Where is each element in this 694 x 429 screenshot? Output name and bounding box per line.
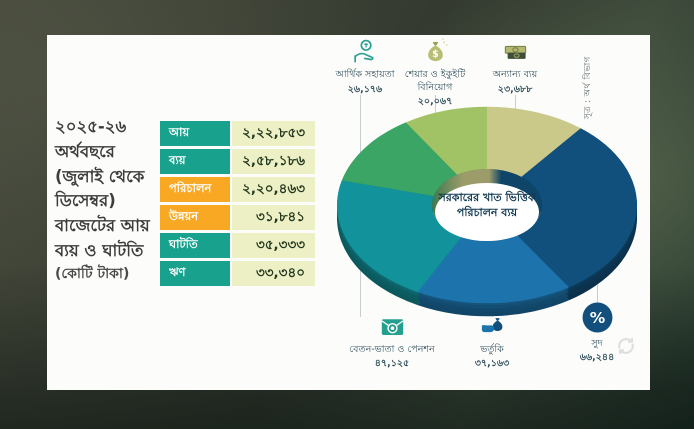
table-row: ব্যয় ২,৫৮,১৮৬ (160, 149, 315, 174)
donut-chart (336, 106, 638, 317)
legend-item-financial-assistance: আর্থিক সহায়তা ২৬,১৭৬ (315, 38, 415, 96)
legend-label: ভর্তুকি (480, 344, 504, 356)
legend-value: ২৬,১৭৬ (347, 83, 383, 95)
caption-unit: (কোটি টাকা) (55, 265, 130, 282)
hand-coin-icon (352, 38, 379, 65)
donut-center-label: সরকারের খাত ভিত্তিক পরিচালন ব্যয় (438, 191, 536, 219)
table-row: পরিচালন ২,২০,৪৬৩ (160, 177, 315, 202)
legend-item-other-expense: অন্যান্য ব্যয় ২৩,৬৮৮ (465, 38, 565, 96)
subsidy-hand-icon (479, 313, 506, 340)
legend-item-interest: % সুদ ৬৬,২৪৪ (552, 301, 642, 364)
row-label: ঘাটতি (160, 233, 230, 258)
legend-value: ৪৭,১২৫ (374, 357, 410, 369)
row-label: ব্যয় (160, 149, 230, 174)
legend-item-subsidy: ভর্তুকি ৩৭,১৬৩ (442, 313, 542, 370)
svg-text:$: $ (432, 49, 439, 60)
legend-value: ২০,০৬৭ (417, 96, 453, 108)
legend-label: শেয়ার ও ইকুইটি বিনিয়োগ (404, 69, 466, 93)
legend-item-salary-pension: বেতন-ভাতা ও পেনশন ৪৭,১২৫ (330, 313, 454, 370)
row-value: ৩৩,৩৪০ (232, 261, 315, 286)
connector-line (597, 285, 598, 303)
caption-line: বাজেটের আয় (55, 216, 150, 235)
row-value: ৩১,৮৪১ (232, 205, 315, 230)
legend-value: ৩৭,১৬৩ (474, 357, 510, 369)
legend-value: ৬৬,২৪৪ (579, 351, 615, 363)
caption-line: অর্থবছরে (55, 141, 115, 161)
caption-line: ডিসেম্বর) (55, 191, 116, 211)
connector-line (515, 95, 516, 117)
caption-line: (জুলাই থেকে (55, 166, 145, 186)
infographic-card: ২০২৫-২৬ অর্থবছরে (জুলাই থেকে ডিসেম্বর) ব… (47, 35, 650, 390)
caption-line: ২০২৫-২৬ (55, 117, 127, 136)
salary-envelope-icon (379, 313, 406, 340)
watermark-logo (613, 333, 639, 359)
table-row: আয় ২,২২,৮৫৩ (160, 121, 315, 146)
legend-item-share-equity: $ শেয়ার ও ইকুইটি বিনিয়োগ ২০,০৬৭ (390, 38, 480, 108)
legend-label: সুদ (591, 338, 603, 350)
money-bag-icon: $ (422, 38, 449, 65)
row-label: পরিচালন (160, 177, 230, 202)
connector-line (435, 95, 436, 113)
row-label: আয় (160, 121, 230, 146)
row-value: ২,৫৮,১৮৬ (232, 149, 315, 174)
row-value: ২,২০,৪৬৩ (232, 177, 315, 202)
legend-label: অন্যান্য ব্যয় (492, 69, 538, 81)
budget-caption: ২০২৫-২৬ অর্থবছরে (জুলাই থেকে ডিসেম্বর) ব… (55, 115, 171, 285)
row-label: ঋণ (160, 261, 230, 286)
legend-value: ২৩,৬৮৮ (497, 83, 533, 95)
budget-table: আয় ২,২২,৮৫৩ ব্যয় ২,৫৮,১৮৬ পরিচালন ২,২০… (160, 121, 315, 289)
caption-line: ব্যয় ও ঘাটতি (55, 240, 144, 260)
legend-label: বেতন-ভাতা ও পেনশন (349, 344, 435, 356)
svg-text:%: % (589, 309, 604, 327)
row-value: ৩৫,৩৩৩ (232, 233, 315, 258)
banknotes-icon (502, 38, 529, 65)
row-value: ২,২২,৮৫৩ (232, 121, 315, 146)
table-row: ঘাটতি ৩৫,৩৩৩ (160, 233, 315, 258)
percent-icon: % (581, 301, 614, 334)
row-label: উন্নয়ন (160, 205, 230, 230)
legend-label: আর্থিক সহায়তা (335, 69, 395, 81)
table-row: ঋণ ৩৩,৩৪০ (160, 261, 315, 286)
table-row: উন্নয়ন ৩১,৮৪১ (160, 205, 315, 230)
